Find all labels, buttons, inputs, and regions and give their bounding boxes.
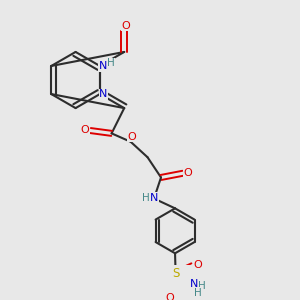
Text: N: N [150, 193, 159, 203]
Text: H: H [194, 288, 201, 298]
Text: O: O [80, 125, 89, 135]
Text: O: O [165, 292, 174, 300]
Text: O: O [184, 168, 192, 178]
Text: H: H [198, 280, 206, 291]
Text: O: O [128, 132, 136, 142]
Text: S: S [172, 267, 179, 280]
Text: N: N [98, 61, 107, 71]
Text: N: N [190, 279, 198, 289]
Text: H: H [142, 193, 149, 203]
Text: H: H [107, 58, 114, 68]
Text: O: O [193, 260, 202, 269]
Text: N: N [99, 89, 107, 99]
Text: O: O [121, 21, 130, 31]
